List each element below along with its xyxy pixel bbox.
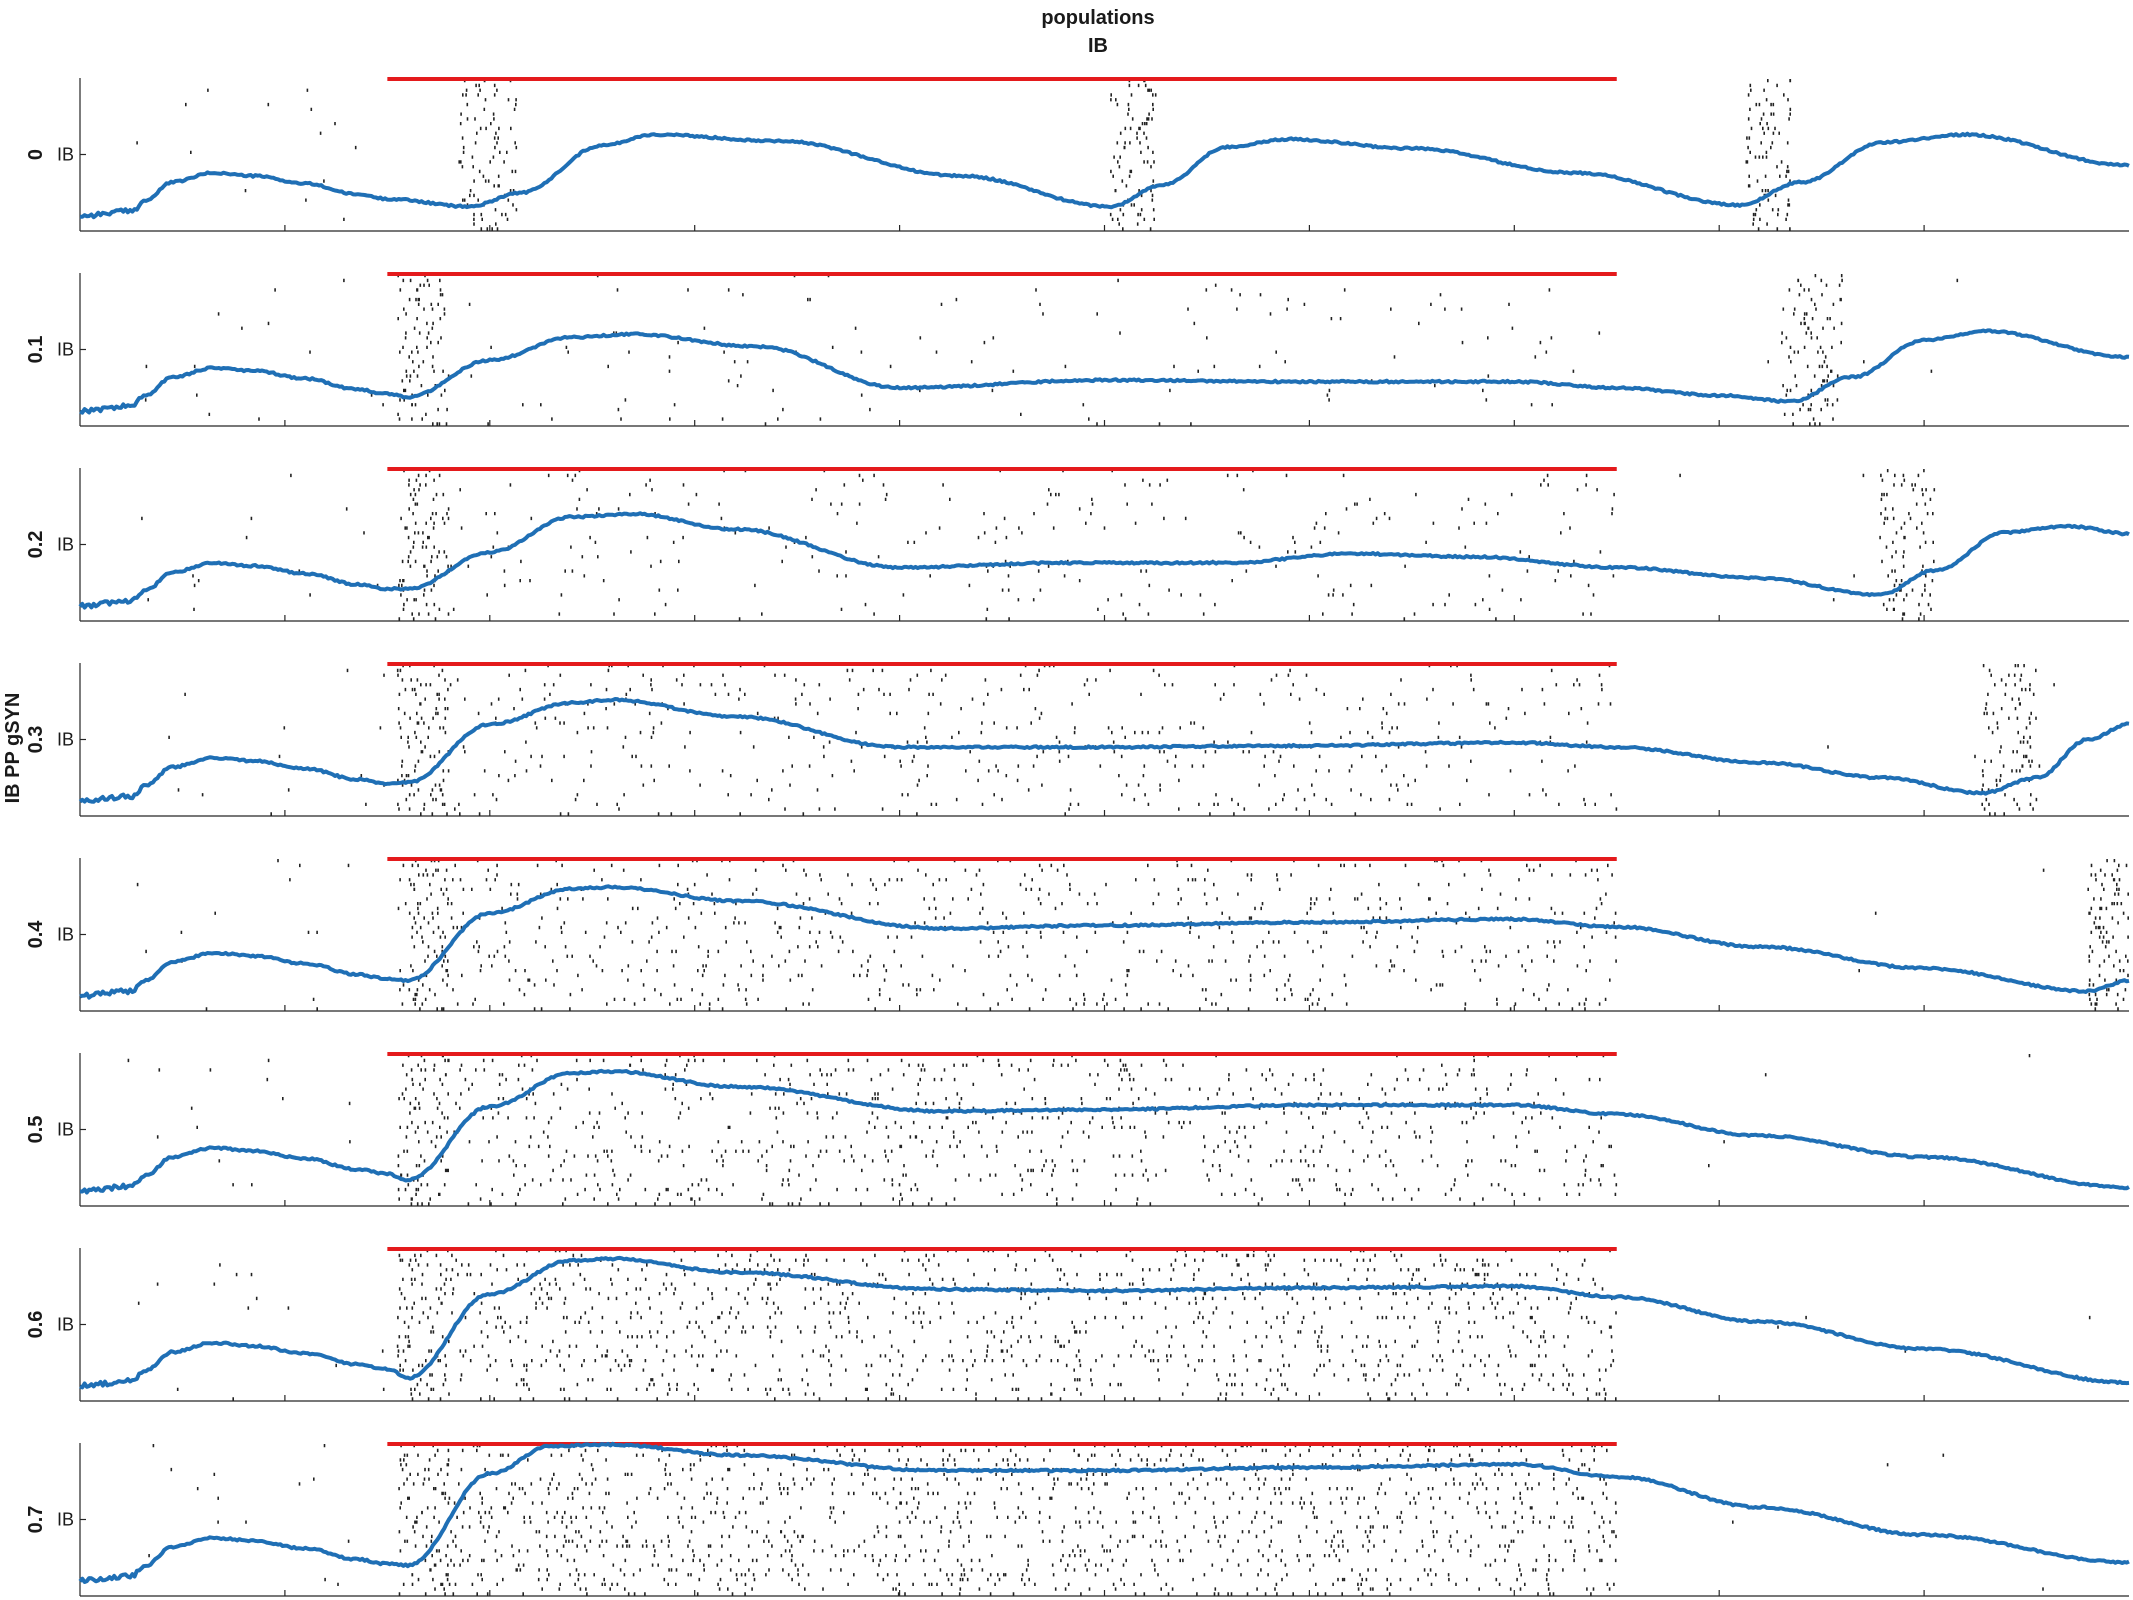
spike-raster [136, 79, 1792, 231]
panel-gsyn-label: 0.1 [25, 336, 47, 364]
panel-gsyn-label: 0.4 [25, 920, 47, 949]
panel-tick-label: IB [57, 730, 74, 750]
panel-gsyn-label: 0.5 [25, 1116, 47, 1144]
population-activity-line [79, 884, 2130, 1000]
population-activity-line [78, 1441, 2130, 1584]
population-activity-line [79, 1255, 2130, 1390]
figure-title: populations [1041, 7, 1154, 29]
spike-raster [148, 1444, 2044, 1596]
panel-gsyn-label: 0.7 [25, 1506, 47, 1534]
panel-tick-label: IB [57, 1120, 74, 1140]
panel-0.6: IB 0.6 [25, 1247, 2130, 1402]
panel-gsyn-label: 0.3 [25, 726, 47, 754]
panel-tick-label: IB [57, 145, 74, 165]
panel-0.5: IB 0.5 [25, 1052, 2130, 1207]
panel-0.7: IB 0.7 [25, 1441, 2130, 1597]
spike-raster [168, 664, 2055, 816]
spike-raster [144, 274, 1959, 426]
panels-group: IB 0 IB 0.1 IB 0.2 IB 0.3 IB 0.4 IB 0.5 IB 0.6 IB 0.7 [25, 77, 2130, 1597]
panel-0.4: IB 0.4 [25, 857, 2130, 1012]
panel-0.3: IB 0.3 [25, 662, 2130, 817]
panel-gsyn-label: 0.2 [25, 531, 47, 559]
population-activity-line [80, 1068, 2130, 1195]
panel-0.1: IB 0.1 [25, 272, 2130, 427]
panel-0: IB 0 [25, 77, 2130, 232]
panel-tick-label: IB [57, 535, 74, 555]
panel-tick-label: IB [57, 1510, 74, 1530]
figure-subtitle: IB [1088, 35, 1108, 57]
population-activity-line [78, 511, 2130, 610]
y-axis-label: IB PP gSYN [2, 693, 24, 804]
spike-raster [127, 1054, 2031, 1206]
population-activity-line [78, 697, 2130, 804]
panel-gsyn-label: 0.6 [25, 1311, 47, 1339]
population-activity-line [79, 328, 2130, 415]
spike-raster [141, 469, 1936, 621]
panel-tick-label: IB [57, 340, 74, 360]
panel-tick-label: IB [57, 925, 74, 945]
population-activity-line [79, 131, 2130, 220]
spike-raster [136, 859, 2129, 1011]
panel-tick-label: IB [57, 1315, 74, 1335]
panel-0.2: IB 0.2 [25, 467, 2130, 622]
panel-gsyn-label: 0 [25, 149, 47, 160]
